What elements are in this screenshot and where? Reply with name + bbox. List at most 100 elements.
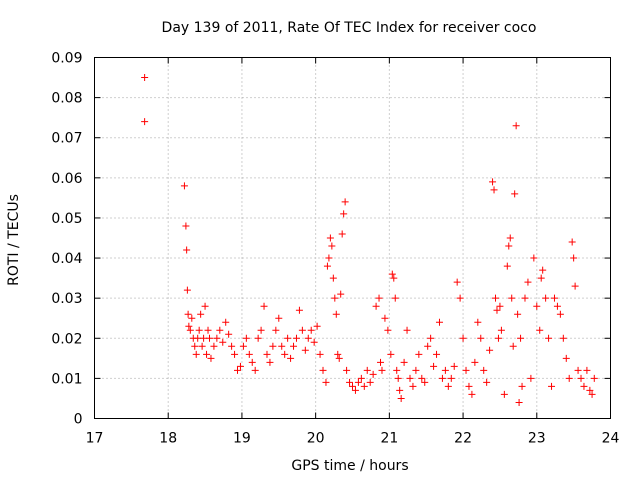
data-point [201, 302, 209, 310]
data-point [396, 386, 404, 394]
data-point [590, 374, 598, 382]
data-point [508, 294, 516, 302]
y-tick-label: 0.07 [51, 131, 82, 147]
data-point [141, 74, 149, 82]
data-point [225, 330, 233, 338]
data-point [307, 326, 315, 334]
data-point [372, 302, 380, 310]
data-point [322, 378, 330, 386]
data-point [421, 378, 429, 386]
data-point [329, 274, 337, 282]
x-axis-label: GPS time / hours [291, 458, 408, 474]
data-point [183, 286, 191, 294]
data-point [397, 394, 405, 402]
data-point [477, 334, 485, 342]
data-point [213, 334, 221, 342]
data-point [323, 262, 331, 270]
data-point [236, 362, 244, 370]
data-point [316, 350, 324, 358]
data-point [180, 182, 188, 190]
data-point [412, 366, 420, 374]
data-point [568, 238, 576, 246]
data-point [580, 382, 588, 390]
x-tick-label: 19 [233, 431, 251, 447]
y-tick-label: 0.08 [51, 91, 82, 107]
data-point [518, 382, 526, 390]
data-point [263, 350, 271, 358]
data-point [511, 190, 519, 198]
data-point [391, 294, 399, 302]
x-tick-label: 22 [454, 431, 472, 447]
data-point [222, 318, 230, 326]
data-point [338, 230, 346, 238]
data-point [251, 366, 259, 374]
data-point [192, 350, 200, 358]
data-point [447, 374, 455, 382]
data-point [517, 334, 525, 342]
data-point [194, 334, 202, 342]
data-point [427, 334, 435, 342]
data-point [536, 326, 544, 334]
x-tick-label: 20 [307, 431, 325, 447]
data-point [366, 378, 374, 386]
y-tick-label: 0.02 [51, 331, 82, 347]
data-point [203, 350, 211, 358]
data-point [486, 346, 494, 354]
data-point [326, 234, 334, 242]
data-point [453, 278, 461, 286]
data-point [574, 366, 582, 374]
data-point [490, 186, 498, 194]
data-point [301, 346, 309, 354]
data-point [539, 266, 547, 274]
data-point [588, 390, 596, 398]
data-point [468, 390, 476, 398]
data-point [182, 222, 190, 230]
data-point [559, 334, 567, 342]
chart-title: Day 139 of 2011, Rate Of TEC Index for r… [162, 20, 537, 36]
data-point [571, 282, 579, 290]
data-point [357, 374, 365, 382]
x-tick-label: 24 [602, 431, 620, 447]
data-point [200, 334, 208, 342]
data-point [433, 350, 441, 358]
data-point [290, 342, 298, 350]
y-tick-label: 0 [74, 412, 83, 428]
data-point [388, 270, 396, 278]
data-point [500, 390, 508, 398]
data-point [319, 366, 327, 374]
data-point [435, 318, 443, 326]
data-point [188, 314, 196, 322]
data-point [216, 326, 224, 334]
data-point [570, 254, 578, 262]
y-axis-label: ROTI / TECUs [6, 194, 22, 286]
data-point [369, 370, 377, 378]
data-point [360, 382, 368, 390]
data-point [184, 310, 192, 318]
data-point [497, 326, 505, 334]
data-point [450, 362, 458, 370]
data-point [548, 382, 556, 390]
data-point [503, 262, 511, 270]
data-point [328, 242, 336, 250]
data-point [459, 334, 467, 342]
y-tick-label: 0.09 [51, 51, 82, 67]
data-point [542, 294, 550, 302]
data-point [530, 254, 538, 262]
data-point [381, 314, 389, 322]
data-point [562, 354, 570, 362]
data-point [489, 178, 497, 186]
data-point [351, 386, 359, 394]
data-point [492, 294, 500, 302]
data-point [444, 382, 452, 390]
data-point [480, 366, 488, 374]
data-point [254, 334, 262, 342]
data-point [533, 302, 541, 310]
data-point [205, 334, 213, 342]
y-tick-labels: 0 0.01 0.02 0.03 0.04 0.05 0.06 0.07 0.08 0.09 [51, 51, 82, 428]
x-tick-label: 17 [86, 431, 104, 447]
data-point [553, 302, 561, 310]
data-point [462, 366, 470, 374]
data-point [493, 306, 501, 314]
data-point [424, 342, 432, 350]
